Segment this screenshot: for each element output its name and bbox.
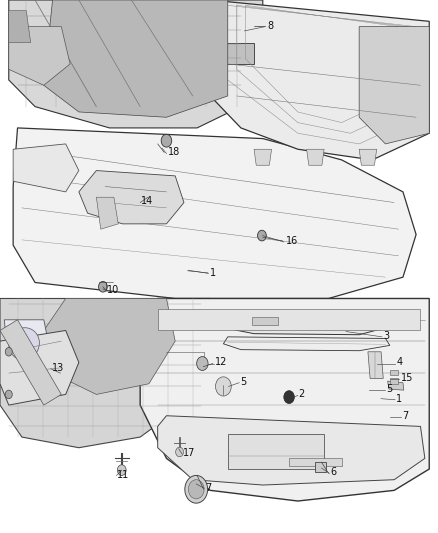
Polygon shape [44, 298, 175, 394]
Text: 7: 7 [205, 483, 211, 493]
FancyBboxPatch shape [315, 462, 326, 472]
Polygon shape [0, 298, 219, 448]
Text: 17: 17 [183, 448, 195, 458]
Text: 2: 2 [299, 390, 305, 399]
Circle shape [197, 357, 208, 370]
Polygon shape [158, 416, 425, 485]
Polygon shape [388, 381, 404, 390]
Polygon shape [96, 197, 118, 229]
FancyBboxPatch shape [252, 317, 278, 325]
Text: 7: 7 [402, 411, 408, 421]
Circle shape [117, 465, 126, 475]
Polygon shape [232, 320, 385, 335]
Polygon shape [359, 27, 429, 144]
Text: 5: 5 [386, 384, 392, 394]
Text: 1: 1 [396, 394, 403, 403]
Text: 3: 3 [383, 331, 389, 341]
Text: 6: 6 [331, 467, 337, 477]
Text: 18: 18 [168, 148, 180, 157]
Polygon shape [9, 11, 31, 43]
Polygon shape [289, 458, 342, 466]
Polygon shape [368, 352, 383, 378]
Polygon shape [359, 149, 377, 165]
Text: 14: 14 [141, 197, 153, 206]
Circle shape [5, 390, 12, 399]
Polygon shape [237, 312, 263, 320]
Circle shape [258, 230, 266, 241]
Polygon shape [158, 309, 420, 330]
Polygon shape [307, 149, 324, 165]
Polygon shape [0, 320, 61, 405]
Polygon shape [254, 149, 272, 165]
Ellipse shape [9, 328, 39, 360]
Text: 13: 13 [52, 363, 64, 373]
Text: 11: 11 [117, 471, 130, 480]
Text: 10: 10 [107, 285, 120, 295]
Polygon shape [9, 43, 254, 64]
Polygon shape [9, 27, 70, 85]
Polygon shape [44, 0, 228, 117]
Text: 4: 4 [396, 358, 403, 367]
Polygon shape [210, 0, 429, 160]
Circle shape [99, 281, 107, 292]
Circle shape [185, 475, 208, 503]
Polygon shape [0, 330, 79, 405]
Text: 1: 1 [210, 268, 216, 278]
Polygon shape [13, 128, 416, 298]
Circle shape [5, 348, 12, 356]
Circle shape [176, 447, 184, 457]
FancyBboxPatch shape [390, 370, 398, 375]
FancyBboxPatch shape [390, 378, 398, 384]
Circle shape [161, 134, 172, 147]
Polygon shape [140, 298, 429, 501]
Polygon shape [9, 0, 263, 128]
Text: 16: 16 [286, 236, 298, 246]
Circle shape [284, 391, 294, 403]
Text: 15: 15 [401, 374, 413, 383]
Polygon shape [4, 320, 53, 373]
Polygon shape [79, 171, 184, 224]
Circle shape [215, 377, 231, 396]
Polygon shape [13, 144, 79, 192]
Text: 12: 12 [215, 358, 227, 367]
Text: 8: 8 [267, 21, 273, 30]
Text: 5: 5 [240, 377, 246, 386]
FancyBboxPatch shape [228, 434, 324, 469]
Circle shape [188, 480, 204, 499]
Polygon shape [223, 337, 390, 351]
